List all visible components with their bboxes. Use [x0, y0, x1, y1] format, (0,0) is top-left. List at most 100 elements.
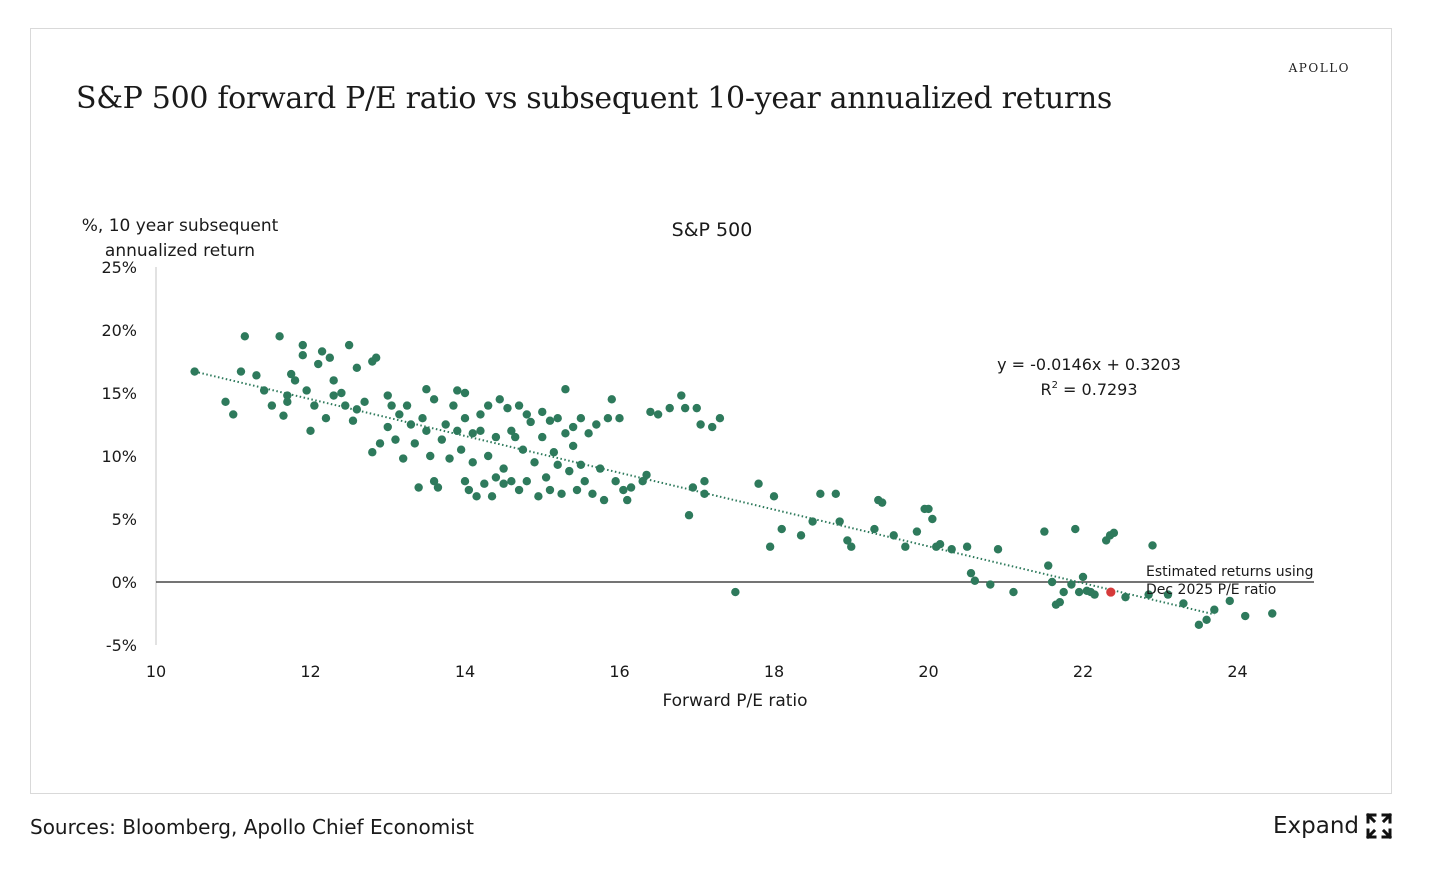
- data-point: [526, 417, 535, 427]
- data-point: [221, 397, 230, 407]
- data-point: [426, 451, 435, 461]
- data-point: [588, 489, 597, 498]
- data-point: [777, 524, 786, 534]
- data-point: [314, 359, 323, 369]
- data-point: [480, 479, 489, 488]
- data-point: [611, 477, 620, 486]
- data-point: [553, 414, 562, 423]
- data-point: [843, 536, 852, 545]
- data-point: [441, 420, 450, 429]
- data-point: [584, 429, 593, 438]
- data-point: [456, 445, 466, 454]
- data-point: [1090, 590, 1099, 599]
- data-point: [306, 426, 315, 435]
- data-point: [387, 401, 396, 410]
- x-tick-label: 24: [1227, 662, 1247, 681]
- data-point: [352, 363, 362, 372]
- data-point: [487, 492, 497, 501]
- data-point: [1202, 615, 1211, 624]
- data-point: [1078, 572, 1088, 582]
- data-point: [816, 489, 825, 498]
- data-point: [344, 340, 354, 350]
- data-point: [302, 386, 311, 395]
- data-point: [476, 426, 485, 435]
- data-point: [422, 426, 431, 435]
- dec-2025-highlight-point: [1106, 587, 1116, 597]
- data-point: [422, 385, 431, 394]
- data-point: [337, 388, 346, 398]
- data-point: [835, 517, 844, 526]
- data-point: [1268, 609, 1277, 618]
- data-point: [769, 492, 779, 501]
- chart-card: APOLLO S&P 500 forward P/E ratio vs subs…: [30, 28, 1392, 794]
- data-point: [545, 485, 555, 495]
- y-tick-label: 10%: [101, 447, 137, 466]
- expand-button[interactable]: Expand: [1273, 812, 1393, 840]
- data-point: [642, 470, 651, 480]
- data-point: [1009, 587, 1018, 597]
- data-point: [623, 495, 632, 505]
- x-tick-label: 10: [146, 662, 166, 681]
- data-point: [557, 489, 566, 498]
- data-point: [383, 422, 392, 432]
- data-point: [511, 432, 520, 442]
- data-point: [549, 448, 559, 457]
- data-point: [429, 395, 439, 404]
- data-point: [947, 545, 956, 554]
- data-point: [236, 367, 246, 376]
- data-point: [1047, 577, 1057, 587]
- data-point: [545, 416, 555, 425]
- data-point: [449, 401, 458, 410]
- data-point: [283, 397, 292, 407]
- data-point: [468, 429, 477, 438]
- data-point: [966, 568, 976, 578]
- data-point: [275, 332, 284, 341]
- data-point: [190, 367, 199, 376]
- x-tick-label: 14: [455, 662, 475, 681]
- data-point: [402, 401, 412, 410]
- data-point: [1067, 580, 1076, 589]
- data-point: [986, 580, 995, 589]
- data-point: [445, 454, 454, 463]
- data-point: [619, 485, 628, 495]
- data-point: [692, 403, 701, 413]
- x-axis-label: Forward P/E ratio: [662, 691, 807, 711]
- annotation-line2: Dec 2025 P/E ratio: [1146, 582, 1276, 598]
- data-point: [240, 332, 250, 341]
- data-point: [514, 485, 524, 495]
- data-point: [568, 422, 578, 432]
- data-point: [433, 483, 443, 492]
- data-point: [901, 542, 910, 551]
- data-point: [279, 411, 288, 420]
- data-point: [460, 388, 470, 398]
- data-point: [700, 477, 709, 486]
- data-point: [453, 386, 462, 395]
- data-point: [391, 435, 400, 444]
- data-point: [928, 514, 937, 524]
- data-point: [688, 483, 698, 492]
- data-point: [615, 414, 624, 423]
- data-point: [603, 414, 613, 423]
- r-squared-label: R2 = 0.7293: [1040, 380, 1137, 399]
- data-point: [483, 401, 493, 410]
- data-point: [538, 432, 547, 442]
- data-point: [1071, 524, 1080, 534]
- data-point: [696, 420, 705, 429]
- data-point: [317, 347, 327, 356]
- data-point: [491, 432, 501, 442]
- data-point: [541, 473, 551, 482]
- data-point: [383, 391, 392, 400]
- data-point: [677, 391, 686, 400]
- regression-equation: y = -0.0146x + 0.3203: [997, 355, 1181, 374]
- data-point: [499, 464, 508, 473]
- data-point: [561, 385, 570, 394]
- data-point: [607, 395, 616, 404]
- data-point: [568, 441, 578, 451]
- data-point: [522, 477, 531, 486]
- data-point: [572, 485, 582, 495]
- data-point: [877, 498, 887, 507]
- data-point: [1074, 587, 1084, 597]
- data-point: [375, 439, 385, 448]
- data-point: [368, 448, 377, 457]
